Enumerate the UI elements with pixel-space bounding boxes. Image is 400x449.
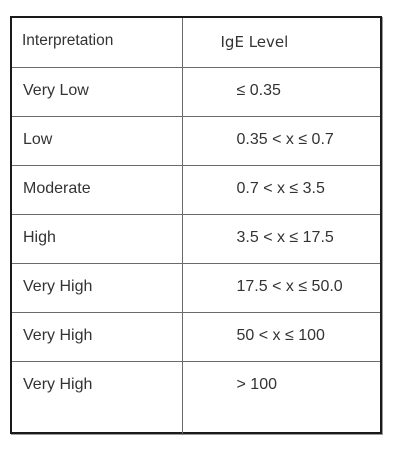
table-header-row: Interpretation IgE Level [12,18,380,67]
table-row: Very High > 100 [12,361,380,435]
table-row: Very High 17.5 < x ≤ 50.0 [12,263,380,312]
ige-level-cell: 0.35 < x ≤ 0.7 [182,116,380,165]
ige-level-cell: 50 < x ≤ 100 [182,312,380,361]
table-row: Very High 50 < x ≤ 100 [12,312,380,361]
interpretation-cell: High [12,214,182,263]
ige-level-cell: 17.5 < x ≤ 50.0 [182,263,380,312]
table-row: Moderate 0.7 < x ≤ 3.5 [12,165,380,214]
table-row: Very Low ≤ 0.35 [12,67,380,116]
ige-level-cell: 3.5 < x ≤ 17.5 [182,214,380,263]
ige-level-cell: 0.7 < x ≤ 3.5 [182,165,380,214]
column-header-ige-level: IgE Level [182,18,380,67]
interpretation-cell: Very High [12,361,182,435]
table-row: Low 0.35 < x ≤ 0.7 [12,116,380,165]
ige-interpretation-table: Interpretation IgE Level Very Low ≤ 0.35… [12,18,380,435]
ige-level-cell: > 100 [182,361,380,435]
ige-level-cell: ≤ 0.35 [182,67,380,116]
column-header-interpretation: Interpretation [12,18,182,67]
interpretation-cell: Very High [12,263,182,312]
interpretation-cell: Very High [12,312,182,361]
interpretation-cell: Very Low [12,67,182,116]
ige-interpretation-table-frame: Interpretation IgE Level Very Low ≤ 0.35… [10,16,382,434]
interpretation-cell: Moderate [12,165,182,214]
table-row: High 3.5 < x ≤ 17.5 [12,214,380,263]
interpretation-cell: Low [12,116,182,165]
